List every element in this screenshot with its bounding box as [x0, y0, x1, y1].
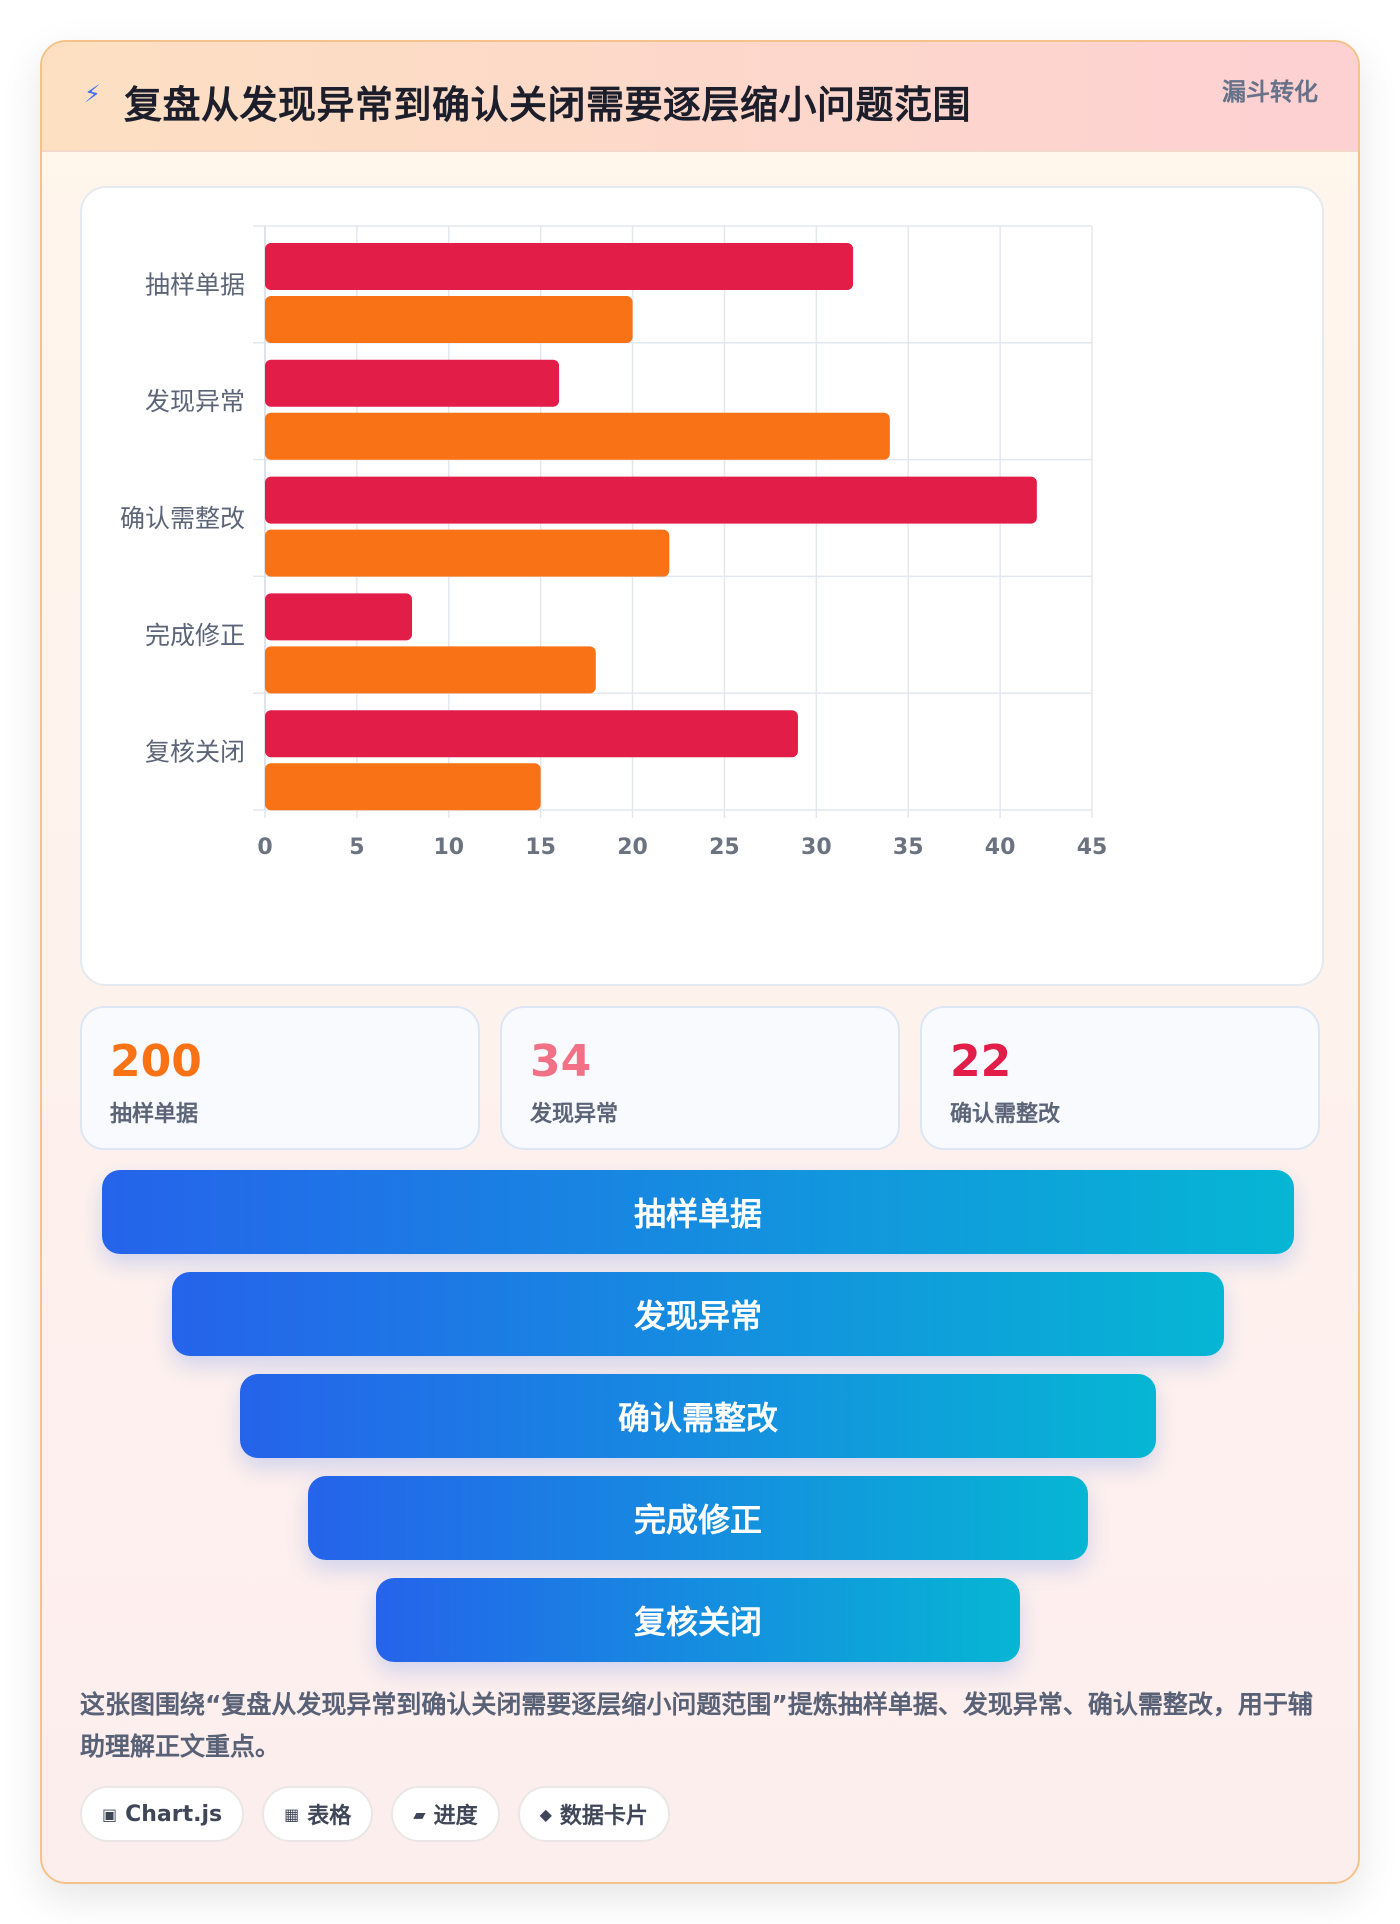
- stat-label: 发现异常: [530, 1102, 619, 1127]
- chip-progress[interactable]: ▰ 进度: [391, 1786, 500, 1842]
- x-tick-label: 25: [709, 835, 740, 860]
- stat-card: 200 抽样单据: [80, 1006, 480, 1150]
- chip-label: 进度: [433, 1804, 478, 1829]
- chip-data-card[interactable]: ◆ 数据卡片: [517, 1786, 670, 1842]
- bar: [265, 593, 413, 641]
- page-title: 复盘从发现异常到确认关闭需要逐层缩小问题范围: [124, 83, 972, 127]
- x-tick-label: 30: [801, 835, 832, 860]
- bar: [265, 412, 890, 460]
- stat-label: 抽样单据: [110, 1102, 199, 1127]
- y-tick-label: 确认需整改: [120, 504, 245, 533]
- x-tick-label: 15: [525, 835, 556, 860]
- funnel-step: 发现异常: [172, 1272, 1224, 1356]
- x-tick-label: 45: [1077, 835, 1108, 860]
- funnel-step: 完成修正: [308, 1476, 1088, 1560]
- bar: [265, 763, 541, 811]
- funnel-step: 复核关闭: [376, 1578, 1020, 1662]
- y-tick-label: 完成修正: [145, 621, 245, 650]
- diamond-icon: ◆: [539, 1804, 552, 1824]
- chip-chartjs[interactable]: ▣ Chart.js: [80, 1786, 245, 1842]
- x-tick-label: 20: [617, 835, 648, 860]
- card-header: ⚡ 复盘从发现异常到确认关闭需要逐层缩小问题范围 漏斗转化: [42, 42, 1358, 152]
- chart-panel: 0 5 10 15 20 25 30 35 40 45 抽样单据发现异常确认需整改完成修正复核关闭: [80, 186, 1324, 986]
- stat-card: 22 确认需整改: [920, 1006, 1320, 1150]
- stat-value: 200: [110, 1036, 202, 1087]
- chart-icon: ▣: [102, 1804, 118, 1824]
- stat-card: 34 发现异常: [500, 1006, 900, 1150]
- infographic-card: ⚡ 复盘从发现异常到确认关闭需要逐层缩小问题范围 漏斗转化 0 5 10 15 20 25…: [40, 40, 1360, 1884]
- y-tick-label: 复核关闭: [145, 738, 245, 767]
- x-tick-label: 40: [985, 835, 1016, 860]
- stat-value: 22: [950, 1036, 1012, 1087]
- y-tick-label: 抽样单据: [145, 270, 245, 299]
- tag-chips: ▣ Chart.js ▦ 表格 ▰ 进度 ◆ 数据卡片: [80, 1786, 670, 1842]
- chip-label: 表格: [307, 1804, 352, 1829]
- chip-table[interactable]: ▦ 表格: [262, 1786, 374, 1842]
- x-tick-label: 0: [257, 835, 272, 860]
- bar: [265, 296, 633, 343]
- bar: [265, 710, 798, 758]
- chip-label: Chart.js: [125, 1801, 223, 1827]
- bar: [265, 359, 560, 407]
- x-tick-label: 35: [893, 835, 924, 860]
- bar: [265, 646, 596, 694]
- y-tick-label: 发现异常: [145, 387, 245, 416]
- bar: [265, 243, 854, 290]
- header-tag: 漏斗转化: [1222, 78, 1318, 106]
- stat-value: 34: [530, 1036, 592, 1087]
- funnel-diagram: 抽样单据 发现异常 确认需整改 完成修正 复核关闭: [42, 1170, 1358, 1670]
- stat-cards: 200 抽样单据 34 发现异常 22 确认需整改: [80, 1006, 1324, 1150]
- table-icon: ▦: [284, 1804, 300, 1824]
- description-text: 这张图围绕“复盘从发现异常到确认关闭需要逐层缩小问题范围”提炼抽样单据、发现异常…: [80, 1690, 1313, 1761]
- lightning-icon: ⚡: [84, 80, 101, 108]
- bar: [265, 476, 1037, 524]
- funnel-step: 确认需整改: [240, 1374, 1156, 1458]
- funnel-step: 抽样单据: [102, 1170, 1294, 1254]
- stat-label: 确认需整改: [950, 1102, 1061, 1127]
- bar: [265, 529, 670, 577]
- chip-label: 数据卡片: [559, 1804, 648, 1829]
- x-tick-label: 5: [349, 835, 364, 860]
- x-tick-label: 10: [433, 835, 464, 860]
- progress-icon: ▰: [413, 1804, 426, 1824]
